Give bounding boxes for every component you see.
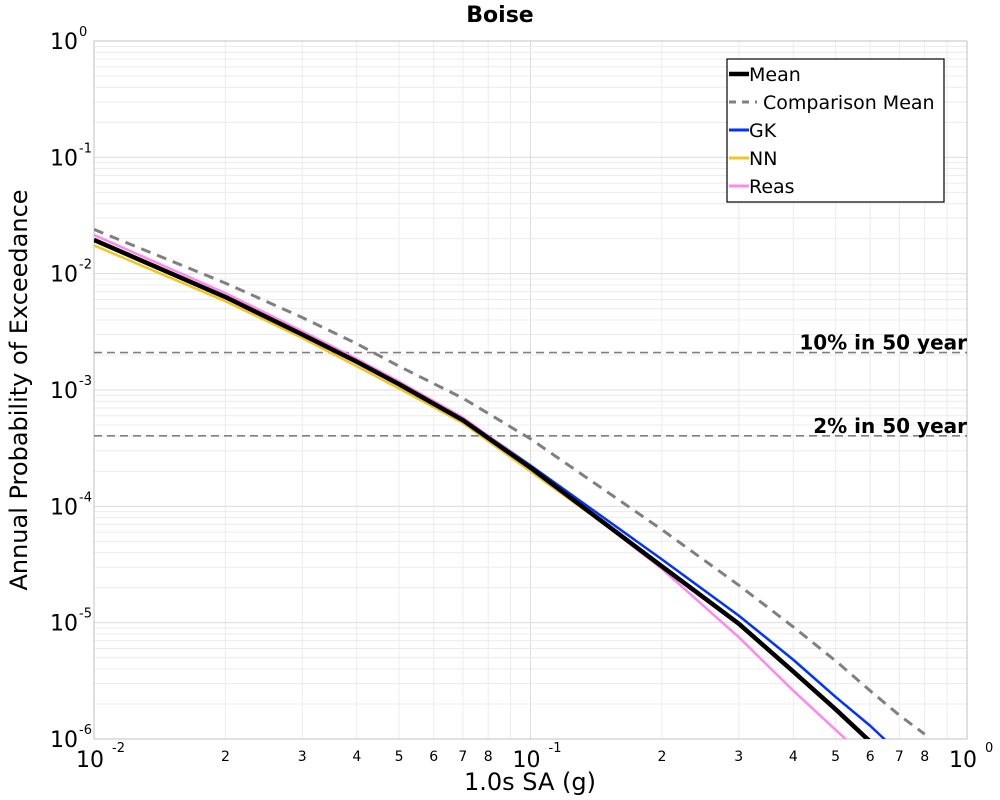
y-major-tick-label: 10 -4 <box>50 490 92 520</box>
x-major-tick-label: 10 -1 <box>513 741 562 773</box>
x-minor-tick-label: 4 <box>789 749 798 765</box>
x-major-tick-label: 10 -2 <box>76 741 125 773</box>
legend-item: Mean <box>729 64 801 86</box>
legend-item: GK <box>729 120 777 142</box>
x-minor-tick-label: 3 <box>298 749 307 765</box>
reference-line-label: 10% in 50 year <box>799 331 967 355</box>
svg-text:10: 10 <box>50 263 78 288</box>
svg-text:10: 10 <box>50 30 78 55</box>
legend-label: Comparison Mean <box>763 92 935 114</box>
legend: Mean Comparison Mean GK NN Reas <box>726 58 945 203</box>
legend-label: Reas <box>749 176 795 198</box>
x-major-tick-label: 10 0 <box>949 741 993 773</box>
legend-label: NN <box>749 148 777 170</box>
svg-text:0: 0 <box>79 25 87 40</box>
svg-text:-1: -1 <box>79 141 92 156</box>
legend-label: GK <box>749 120 777 142</box>
y-major-tick-label: 10 -6 <box>50 723 92 753</box>
x-minor-tick-label: 5 <box>831 749 840 765</box>
y-major-tick-label: 10 0 <box>50 25 87 55</box>
svg-text:10: 10 <box>50 146 78 171</box>
svg-text:10: 10 <box>513 748 541 773</box>
y-major-tick-label: 10 -1 <box>50 141 92 171</box>
y-major-tick-label: 10 -5 <box>50 607 92 637</box>
svg-text:-5: -5 <box>79 607 92 622</box>
x-minor-tick-label: 8 <box>484 749 493 765</box>
x-minor-tick-label: 5 <box>395 749 404 765</box>
x-minor-tick-label: 3 <box>734 749 743 765</box>
svg-text:-6: -6 <box>79 723 92 738</box>
svg-text:0: 0 <box>985 741 993 756</box>
x-minor-tick-label: 6 <box>429 749 438 765</box>
svg-text:10: 10 <box>50 728 78 753</box>
svg-text:-2: -2 <box>79 258 92 273</box>
x-axis-ticks: 10 -2 10 -1 10 02 3 4 5 6 7 8 2 3 4 5 6 7 8 <box>76 741 993 773</box>
y-axis-title: Annual Probability of Exceedance <box>5 189 33 590</box>
svg-text:10: 10 <box>50 612 78 637</box>
svg-text:-2: -2 <box>112 741 125 756</box>
reference-lines: 10% in 50 year 2% in 50 year <box>94 331 967 438</box>
svg-text:10: 10 <box>76 748 104 773</box>
legend-item: Reas <box>729 176 795 198</box>
x-minor-tick-label: 8 <box>920 749 929 765</box>
series-line-comparison-mean <box>94 228 926 736</box>
legend-label: Mean <box>749 64 801 86</box>
x-minor-tick-label: 2 <box>657 749 666 765</box>
svg-text:-1: -1 <box>549 741 562 756</box>
svg-text:10: 10 <box>949 748 977 773</box>
svg-text:-3: -3 <box>79 374 92 389</box>
x-axis-title: 1.0s SA (g) <box>464 768 596 796</box>
series-lines <box>94 228 926 739</box>
svg-text:-4: -4 <box>79 490 92 505</box>
y-major-tick-label: 10 -2 <box>50 258 92 288</box>
reference-line-label: 2% in 50 year <box>813 414 967 438</box>
x-minor-tick-label: 7 <box>458 749 467 765</box>
legend-item: NN <box>729 148 777 170</box>
series-line-nn <box>94 244 663 567</box>
x-minor-tick-label: 4 <box>352 749 361 765</box>
chart-title: Boise <box>466 3 533 28</box>
legend-item: Comparison Mean <box>729 92 935 114</box>
grid <box>93 41 967 740</box>
x-minor-tick-label: 7 <box>895 749 904 765</box>
svg-text:10: 10 <box>50 379 78 404</box>
plot-frame <box>93 40 968 740</box>
svg-text:10: 10 <box>50 495 78 520</box>
x-minor-tick-label: 2 <box>221 749 230 765</box>
series-line-mean <box>94 237 871 739</box>
legend-box <box>726 58 945 203</box>
x-minor-tick-label: 6 <box>866 749 875 765</box>
y-major-tick-label: 10 -3 <box>50 374 92 404</box>
